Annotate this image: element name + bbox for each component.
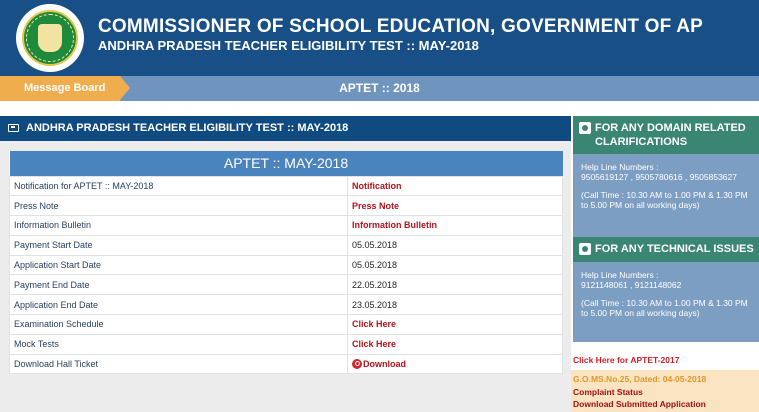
message-board-arrow xyxy=(120,76,130,100)
information-bulletin-link[interactable]: Information Bulletin xyxy=(352,220,437,230)
row-label: Notification for APTET :: MAY-2018 xyxy=(10,176,348,196)
row-label: Examination Schedule xyxy=(10,315,348,335)
complaint-status-link[interactable]: Complaint Status xyxy=(573,386,757,399)
phone-icon xyxy=(579,243,591,255)
domain-clarifications-title: FOR ANY DOMAIN RELATED CLARIFICATIONS xyxy=(595,122,746,148)
table-row: Information Bulletin Information Bulleti… xyxy=(10,216,563,236)
helpline-label: Help Line Numbers : xyxy=(581,270,658,280)
row-label: Application End Date xyxy=(10,295,348,315)
technical-issues-header: FOR ANY TECHNICAL ISSUES xyxy=(573,237,759,262)
table-row: Press Note Press Note xyxy=(10,196,563,216)
row-value: 23.05.2018 xyxy=(348,295,563,315)
call-timing: (Call Time : 10.30 AM to 1.00 PM & 1.30 … xyxy=(581,190,751,210)
gom-link[interactable]: G.O.MS.No.25, Dated: 04-05-2018 xyxy=(573,373,757,386)
examination-schedule-link[interactable]: Click Here xyxy=(352,319,396,329)
technical-issues-title: FOR ANY TECHNICAL ISSUES xyxy=(595,243,754,255)
row-label: Information Bulletin xyxy=(10,216,348,236)
section-title: ANDHRA PRADESH TEACHER ELIGIBILITY TEST … xyxy=(26,122,348,134)
helpline-label: Help Line Numbers : xyxy=(581,162,658,172)
table-row: Application Start Date 05.05.2018 xyxy=(10,255,563,275)
section-header: ANDHRA PRADESH TEACHER ELIGIBILITY TEST … xyxy=(0,116,571,141)
row-value: 22.05.2018 xyxy=(348,275,563,295)
schedule-table: APTET :: MAY-2018 Notification for APTET… xyxy=(9,151,563,374)
row-value: 05.05.2018 xyxy=(348,255,563,275)
table-header-row: APTET :: MAY-2018 xyxy=(10,151,563,176)
phone-icon xyxy=(579,122,591,134)
table-row: Notification for APTET :: MAY-2018 Notif… xyxy=(10,176,563,196)
table-row: Mock Tests Click Here xyxy=(10,334,563,354)
download-icon[interactable] xyxy=(352,359,362,369)
table-row: Examination Schedule Click Here xyxy=(10,315,563,335)
row-label: Press Note xyxy=(10,196,348,216)
download-hall-ticket-link[interactable]: Download xyxy=(363,359,406,369)
table-row: Payment Start Date 05.05.2018 xyxy=(10,235,563,255)
helpline-numbers: 9505619127 , 9505780616 , 9505853627 xyxy=(581,172,737,182)
row-label: Application Start Date xyxy=(10,255,348,275)
mock-tests-link[interactable]: Click Here xyxy=(352,339,396,349)
notification-link[interactable]: Notification xyxy=(352,181,402,191)
domain-clarifications-header: FOR ANY DOMAIN RELATED CLARIFICATIONS xyxy=(573,116,759,154)
ribbon-title: APTET :: 2018 xyxy=(130,76,759,101)
quick-links-box: G.O.MS.No.25, Dated: 04-05-2018 Complain… xyxy=(571,370,759,412)
press-note-link[interactable]: Press Note xyxy=(352,201,399,211)
table-title: APTET :: MAY-2018 xyxy=(10,151,563,176)
table-row: Application End Date 23.05.2018 xyxy=(10,295,563,315)
row-value: 05.05.2018 xyxy=(348,235,563,255)
row-label: Payment End Date xyxy=(10,275,348,295)
table-row: Download Hall Ticket Download xyxy=(10,354,563,374)
helpline-numbers: 9121148061 , 9121148062 xyxy=(581,280,681,290)
window-icon xyxy=(8,124,19,132)
government-seal-logo xyxy=(16,4,84,72)
domain-clarifications-body: Help Line Numbers :9505619127 , 95057806… xyxy=(573,154,759,237)
row-label: Payment Start Date xyxy=(10,235,348,255)
call-timing: (Call Time : 10.30 AM to 1.00 PM & 1.30 … xyxy=(581,298,751,318)
aptet-2017-link[interactable]: Click Here for APTET-2017 xyxy=(573,355,679,365)
message-board-button[interactable]: Message Board xyxy=(0,76,120,101)
page-subtitle: ANDHRA PRADESH TEACHER ELIGIBILITY TEST … xyxy=(98,38,479,53)
page-title: COMMISSIONER OF SCHOOL EDUCATION, GOVERN… xyxy=(98,16,703,38)
technical-issues-body: Help Line Numbers :9121148061 , 91211480… xyxy=(573,262,759,342)
ribbon-bar: Message Board APTET :: 2018 xyxy=(0,76,759,101)
table-row: Payment End Date 22.05.2018 xyxy=(10,275,563,295)
download-submitted-application-link[interactable]: Download Submitted Application xyxy=(573,398,757,411)
page-header: COMMISSIONER OF SCHOOL EDUCATION, GOVERN… xyxy=(0,0,759,76)
row-label: Download Hall Ticket xyxy=(10,354,348,374)
row-label: Mock Tests xyxy=(10,334,348,354)
